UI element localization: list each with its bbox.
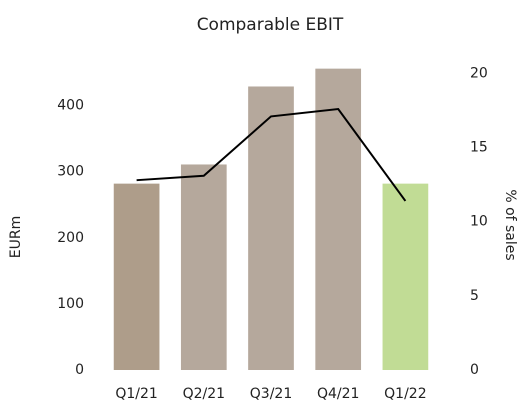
x-tick-label: Q4/21	[317, 386, 359, 402]
x-tick-label: Q1/21	[115, 386, 157, 402]
y2-tick-label: 15	[470, 140, 488, 156]
bar	[315, 68, 362, 370]
bar	[113, 183, 160, 370]
y-tick-label: 200	[57, 230, 84, 246]
y2-tick-label: 20	[470, 65, 488, 81]
y2-tick-label: 0	[470, 362, 479, 378]
y2-axis-label: % of sales	[502, 189, 518, 260]
chart-title: Comparable EBIT	[197, 15, 344, 35]
y2-tick-label: 5	[470, 288, 479, 304]
y-tick-label: 400	[57, 98, 84, 114]
x-tick-label: Q3/21	[250, 386, 292, 402]
bar	[382, 183, 429, 370]
line	[136, 107, 407, 202]
bar	[248, 86, 294, 371]
y-axis-label: EURm	[8, 216, 24, 258]
y2-tick-label: 10	[470, 214, 488, 230]
x-tick-label: Q1/22	[384, 386, 426, 402]
x-tick-label: Q2/21	[183, 386, 225, 402]
y-tick-label: 300	[57, 164, 84, 180]
y-tick-label: 100	[57, 296, 84, 312]
bar	[180, 164, 227, 370]
y-tick-label: 0	[75, 362, 84, 378]
